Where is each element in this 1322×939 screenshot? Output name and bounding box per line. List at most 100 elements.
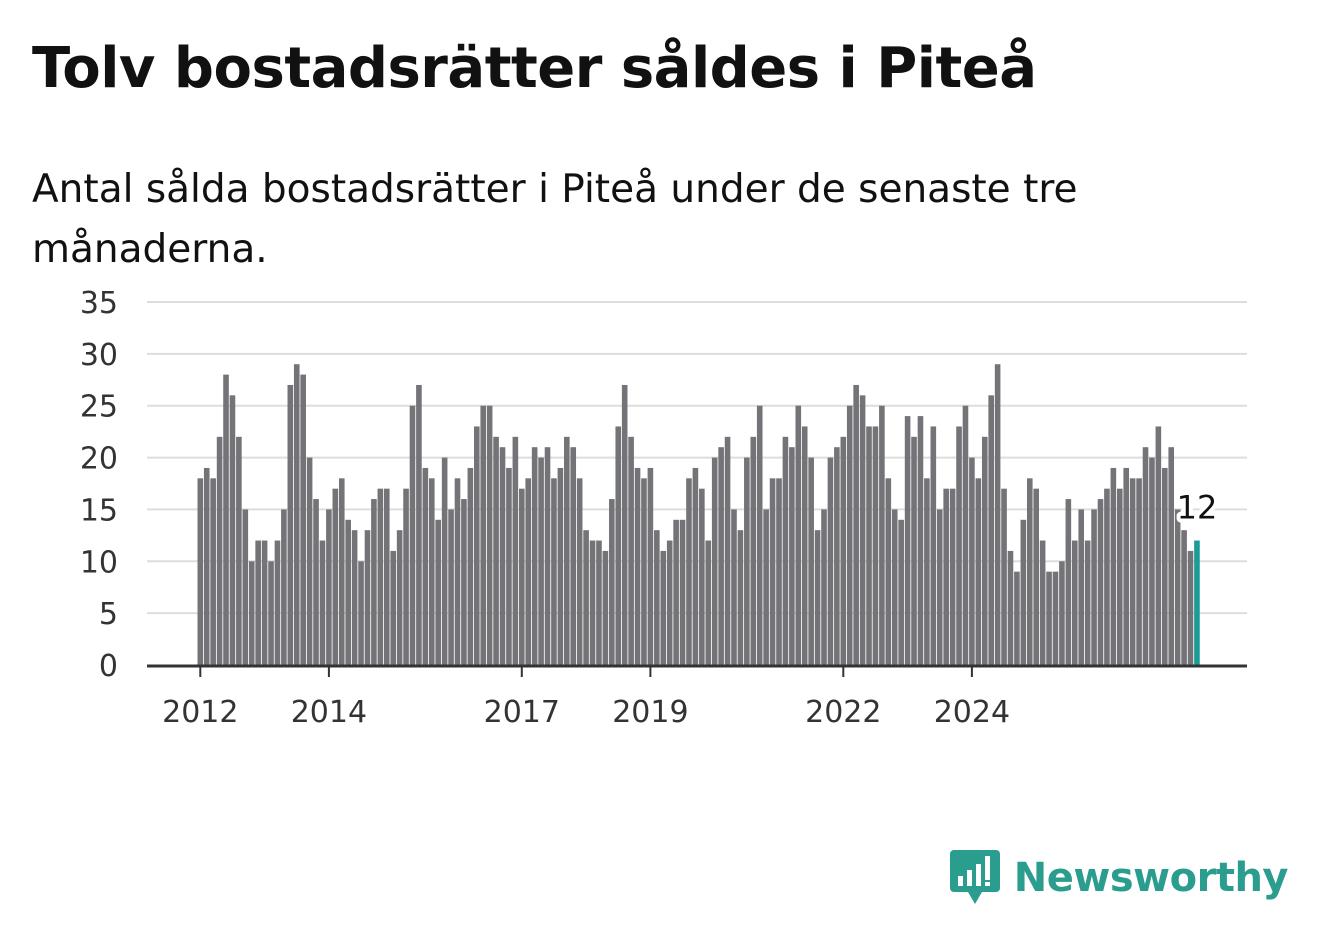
bar [634,467,641,665]
bar [319,540,326,665]
brand-logo: Newsworthy [949,848,1289,908]
bar [1162,467,1168,665]
bar [493,436,499,665]
bar [531,447,538,665]
bar [898,519,904,665]
bar [596,540,602,665]
brand-name: Newsworthy [1013,855,1289,901]
bar [808,457,814,665]
bar [827,457,834,665]
bar [223,374,229,665]
bar [512,436,519,665]
x-tick-label: 2024 [934,695,1010,730]
bar [313,499,319,665]
bar [859,395,866,665]
bar [274,540,281,665]
bar [229,395,236,665]
bar [236,436,242,665]
bar [1168,447,1175,665]
bar [300,374,306,665]
bar [371,499,377,665]
y-axis-ticks: 0 5 10 15 20 25 30 35 [80,286,118,684]
bar [872,426,879,665]
bar [1007,550,1014,665]
bar [628,436,634,665]
bar [699,488,705,665]
last-value-label: 12 [1177,489,1218,527]
bar [711,457,718,665]
chart-subtitle: Antal sålda bostadsrätter i Piteå under … [32,167,1078,272]
bar [834,447,840,665]
bar [1046,571,1052,665]
bar [1091,509,1097,665]
bar [885,478,892,665]
bar [654,530,660,665]
bar [287,384,294,665]
bar [801,426,808,665]
bar [891,509,898,665]
x-axis-ticks: 2012 2014 2017 2019 2022 2024 [162,667,1010,730]
bar [969,457,975,665]
bar [210,478,216,665]
bar [1187,550,1194,665]
bar [686,478,692,665]
bar [1039,540,1046,665]
bar [904,416,911,665]
bar [1020,519,1027,665]
bar [840,436,847,665]
bar [473,426,480,665]
bar [480,405,487,665]
bar [660,550,667,665]
bar [718,447,724,665]
bar [1052,571,1059,665]
y-tick-label: 30 [80,338,118,373]
y-tick-label: 35 [80,286,118,321]
bar-latest [1194,540,1200,665]
bar [789,447,795,665]
bar [981,436,988,665]
bar [737,530,744,665]
bar [551,478,557,665]
bar [731,509,737,665]
bar [1129,478,1136,665]
bar [814,530,821,665]
bar [268,561,274,665]
bar [994,364,1001,665]
bar [853,384,859,665]
bar [776,478,782,665]
bar [435,519,442,665]
bar [248,561,255,665]
bar [621,384,628,665]
bar [679,519,686,665]
bar [750,436,757,665]
bar [403,488,409,665]
bar [1097,499,1104,665]
bar [943,488,949,665]
bar [467,467,474,665]
bars [197,364,1200,665]
chart-title: Tolv bostadsrätter såldes i Piteå [32,36,1037,101]
bar [641,478,647,665]
bar [962,405,969,665]
bar [1059,561,1065,665]
bar [1142,447,1149,665]
bar [506,467,512,665]
bar [763,509,769,665]
bar [917,416,924,665]
bar [409,405,416,665]
bar [1001,488,1007,665]
y-tick-label: 15 [80,493,118,528]
bar [416,384,422,665]
bar [1155,426,1162,665]
bar [261,540,268,665]
bar [1104,488,1110,665]
bar [332,488,339,665]
bar [1078,509,1085,665]
bar [911,436,917,665]
bar [454,478,461,665]
x-tick-label: 2017 [484,695,560,730]
bar [692,467,699,665]
bar [486,405,493,665]
bar [377,488,384,665]
